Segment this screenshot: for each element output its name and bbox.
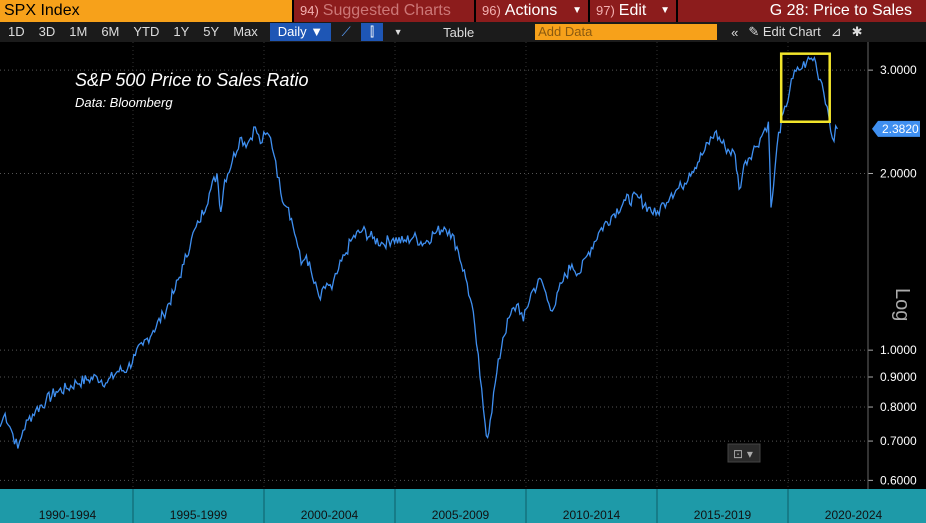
series-line-price-to-sales bbox=[0, 55, 838, 449]
chart-style-icon: ⊡ ▾ bbox=[733, 447, 753, 461]
actions-menu[interactable]: 96) Actions ▼ bbox=[476, 0, 588, 22]
collapse-chevron-icon[interactable]: « bbox=[731, 24, 739, 40]
last-value-badge: 2.3820 bbox=[872, 120, 920, 137]
frequency-label: Daily bbox=[277, 24, 307, 39]
x-tick-label-1: 1995-1999 bbox=[170, 508, 228, 522]
chart-type-caret-icon[interactable]: ▼ bbox=[393, 27, 403, 37]
y-tick-label-3: 0.9000 bbox=[880, 370, 917, 384]
range-max-button[interactable]: Max bbox=[233, 24, 258, 39]
command-bar: SPX Index 94) Suggested Charts 96) Actio… bbox=[0, 0, 926, 22]
frequency-dropdown[interactable]: Daily ▼ bbox=[269, 23, 332, 41]
y-tick-label-6: 0.6000 bbox=[880, 473, 917, 487]
price-to-sales-chart: 3.0000 2.0000 1.0000 0.9000 0.8000 0.7000 0.60… bbox=[0, 42, 920, 523]
y-axis-ticks: 3.0000 2.0000 1.0000 0.9000 0.8000 0.7000 0.60… bbox=[867, 42, 917, 489]
edit-chart-label: Edit Chart bbox=[762, 24, 821, 39]
x-tick-label-4: 2010-2014 bbox=[563, 508, 621, 522]
y-tick-label-5: 0.7000 bbox=[880, 434, 917, 448]
actions-caret-icon: ▼ bbox=[572, 5, 582, 16]
suggested-charts-label: Suggested Charts bbox=[322, 2, 451, 19]
chart-title: S&P 500 Price to Sales Ratio bbox=[75, 70, 308, 90]
chart-toolbar: 1D 3D 1M 6M YTD 1Y 5Y Max Daily ▼ ⟋ ⫿ ▼ … bbox=[0, 22, 926, 42]
y-tick-label-2: 1.0000 bbox=[880, 343, 917, 357]
actions-label: Actions bbox=[504, 2, 558, 19]
range-ytd-button[interactable]: YTD bbox=[133, 24, 160, 39]
x-tick-label-5: 2015-2019 bbox=[694, 508, 752, 522]
chart-subtitle: Data: Bloomberg bbox=[75, 95, 173, 110]
range-1d-button[interactable]: 1D bbox=[8, 24, 25, 39]
edit-menu[interactable]: 97) Edit ▼ bbox=[590, 0, 676, 22]
page-title: G 28: Price to Sales bbox=[678, 0, 926, 22]
y-tick-label-4: 0.8000 bbox=[880, 400, 917, 414]
chart-style-button[interactable]: ⊡ ▾ bbox=[727, 443, 761, 463]
y-tick-label-1: 2.0000 bbox=[880, 166, 917, 180]
bar-chart-icon[interactable]: ⫿ bbox=[361, 23, 384, 41]
edit-number: 97) bbox=[596, 3, 615, 18]
y-tick-label-0: 3.0000 bbox=[880, 63, 917, 77]
annotate-icon[interactable]: ⊿ bbox=[830, 24, 842, 39]
range-6m-button[interactable]: 6M bbox=[101, 24, 120, 39]
x-tick-label-6: 2020-2024 bbox=[825, 508, 883, 522]
x-axis-band bbox=[0, 489, 926, 523]
edit-chart-button[interactable]: ✎ Edit Chart bbox=[748, 24, 821, 39]
x-axis-separators bbox=[132, 489, 789, 523]
edit-caret-icon: ▼ bbox=[660, 5, 670, 16]
table-button[interactable]: Table bbox=[443, 24, 475, 40]
suggested-charts-number: 94) bbox=[300, 3, 319, 18]
line-chart-icon[interactable]: ⟋ bbox=[341, 24, 351, 39]
highlight-box bbox=[779, 52, 831, 123]
range-1y-button[interactable]: 1Y bbox=[173, 24, 190, 39]
x-tick-label-0: 1990-1994 bbox=[39, 508, 97, 522]
suggested-charts-menu[interactable]: 94) Suggested Charts bbox=[294, 0, 474, 22]
y-axis-label: Log bbox=[891, 288, 913, 321]
range-1m-button[interactable]: 1M bbox=[69, 24, 88, 39]
range-5y-button[interactable]: 5Y bbox=[203, 24, 220, 39]
actions-number: 96) bbox=[482, 3, 501, 18]
x-axis-ticks: 1990-1994 1995-1999 2000-2004 2005-2009 2010… bbox=[39, 508, 883, 522]
range-3d-button[interactable]: 3D bbox=[38, 24, 56, 39]
x-tick-label-2: 2000-2004 bbox=[301, 508, 359, 522]
last-value-label: 2.3820 bbox=[882, 122, 919, 136]
gear-icon[interactable]: ✱ bbox=[851, 24, 863, 39]
gridlines bbox=[0, 42, 868, 489]
security-field[interactable]: SPX Index bbox=[0, 0, 292, 22]
edit-label: Edit bbox=[618, 2, 647, 19]
add-data-input[interactable]: Add Data bbox=[535, 24, 718, 40]
x-tick-label-3: 2005-2009 bbox=[432, 508, 490, 522]
